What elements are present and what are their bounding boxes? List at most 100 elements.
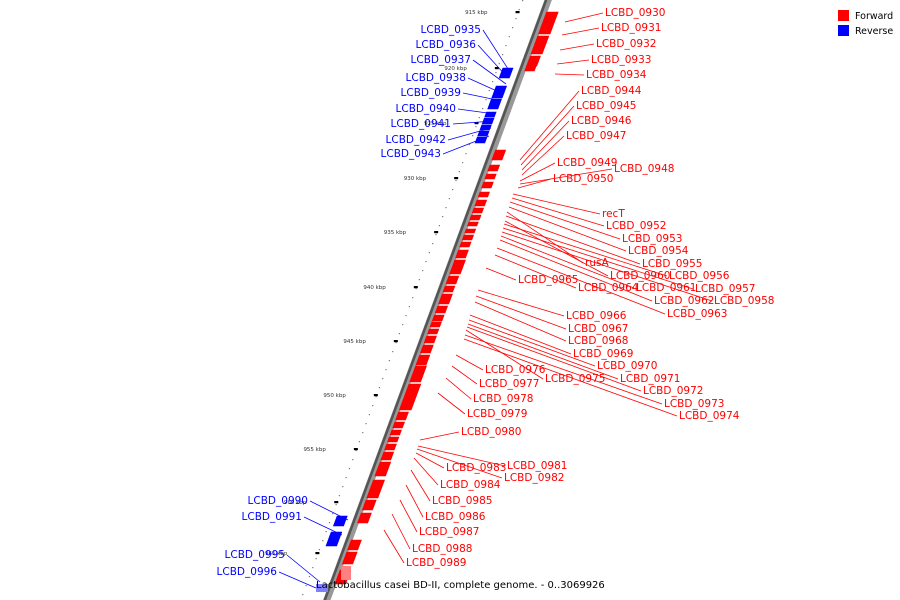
forward-gene-label[interactable]: LCBD_0968 xyxy=(568,335,628,347)
reverse-gene-label[interactable]: LCBD_0935 xyxy=(421,24,481,36)
forward-gene-label[interactable]: LCBD_0989 xyxy=(406,557,466,569)
forward-gene-label[interactable]: LCBD_0986 xyxy=(425,511,486,523)
forward-gene-label[interactable]: LCBD_0964 xyxy=(578,282,639,294)
forward-gene-label[interactable]: LCBD_0963 xyxy=(667,308,727,320)
scale-dot xyxy=(322,540,324,542)
forward-gene-label[interactable]: LCBD_0962 xyxy=(654,295,714,307)
forward-gene-label[interactable]: LCBD_0965 xyxy=(518,274,578,286)
forward-gene-label[interactable]: LCBD_0979 xyxy=(467,408,527,420)
forward-gene-arrow xyxy=(409,365,427,383)
forward-gene-label[interactable]: LCBD_0949 xyxy=(557,157,617,169)
legend-swatch-forward xyxy=(838,10,849,21)
scale-dot xyxy=(302,594,304,596)
forward-gene-label[interactable]: LCBD_0953 xyxy=(622,233,682,245)
forward-gene-label[interactable]: LCBD_0952 xyxy=(606,220,666,232)
forward-gene-arrow xyxy=(423,335,437,344)
scale-tick-label: 915 kbp xyxy=(465,10,488,16)
forward-gene-label[interactable]: LCBD_0982 xyxy=(504,472,564,484)
scale-dot xyxy=(362,432,364,434)
forward-gene-label[interactable]: LCBD_0945 xyxy=(576,100,636,112)
forward-gene-label[interactable]: LCBD_0971 xyxy=(620,373,680,385)
forward-gene-label[interactable]: LCBD_0934 xyxy=(586,69,647,81)
reverse-gene-leader-line xyxy=(482,29,511,73)
scale-dot xyxy=(412,297,414,299)
forward-gene-label[interactable]: LCBD_0973 xyxy=(664,398,724,410)
forward-gene-label[interactable]: LCBD_0985 xyxy=(432,495,492,507)
forward-gene-label[interactable]: LCBD_0931 xyxy=(601,22,661,34)
reverse-gene-label[interactable]: LCBD_0942 xyxy=(386,134,446,146)
forward-gene-label[interactable]: LCBD_0974 xyxy=(679,410,740,422)
forward-gene-label[interactable]: LCBD_0955 xyxy=(642,258,702,270)
reverse-gene-label[interactable]: LCBD_0939 xyxy=(401,87,461,99)
forward-gene-leader-line xyxy=(499,239,653,302)
reverse-gene-label[interactable]: LCBD_0996 xyxy=(217,566,278,578)
reverse-gene-label[interactable]: LCBD_0940 xyxy=(396,103,456,115)
reverse-gene-label[interactable]: LCBD_0991 xyxy=(242,511,302,523)
forward-gene-label[interactable]: LCBD_0980 xyxy=(461,426,521,438)
reverse-gene-leader-line xyxy=(467,77,500,93)
forward-gene-label[interactable]: LCBD_0947 xyxy=(566,130,626,142)
reverse-gene-label[interactable]: LCBD_0936 xyxy=(416,39,477,51)
forward-gene-label[interactable]: LCBD_0981 xyxy=(507,460,567,472)
forward-gene-label[interactable]: LCBD_0956 xyxy=(669,270,730,282)
reverse-gene-label[interactable]: LCBD_0941 xyxy=(391,118,451,130)
scale-dot xyxy=(395,342,397,344)
forward-gene-label[interactable]: LCBD_0957 xyxy=(695,283,755,295)
reverse-gene-leader-line xyxy=(278,571,317,589)
forward-gene-label[interactable]: LCBD_0975 xyxy=(545,373,605,385)
forward-gene-label[interactable]: recT xyxy=(602,208,625,220)
forward-gene-label[interactable]: rusA xyxy=(585,257,609,269)
scale-dot xyxy=(422,270,424,272)
scale-dot xyxy=(345,477,347,479)
reverse-gene-label[interactable]: LCBD_0937 xyxy=(411,54,471,66)
forward-gene-label[interactable]: LCBD_0946 xyxy=(571,115,632,127)
forward-gene-leader-line xyxy=(415,452,445,469)
forward-gene-label[interactable]: LCBD_0960 xyxy=(610,270,670,282)
forward-gene-label[interactable]: LCBD_0932 xyxy=(596,38,656,50)
scale-tick xyxy=(494,67,499,70)
forward-gene-label[interactable]: LCBD_0988 xyxy=(412,543,472,555)
forward-gene-label[interactable]: LCBD_0961 xyxy=(636,282,696,294)
reverse-gene-leader-line xyxy=(477,44,509,79)
forward-gene-label[interactable]: LCBD_0972 xyxy=(643,385,703,397)
scale-dot xyxy=(338,495,341,497)
forward-gene-label[interactable]: LCBD_0970 xyxy=(597,360,657,372)
forward-gene-label[interactable]: LCBD_0967 xyxy=(568,323,628,335)
forward-gene-label[interactable]: LCBD_0958 xyxy=(714,295,774,307)
reverse-gene-label[interactable]: LCBD_0938 xyxy=(406,72,466,84)
reverse-gene-label[interactable]: LCBD_0990 xyxy=(248,495,308,507)
forward-gene-label[interactable]: LCBD_0966 xyxy=(566,310,627,322)
forward-gene-label[interactable]: LCBD_0930 xyxy=(605,7,665,19)
forward-gene-label[interactable]: LCBD_0987 xyxy=(419,526,479,538)
forward-gene-label[interactable]: LCBD_0954 xyxy=(628,245,689,257)
forward-gene-arrow xyxy=(387,436,400,443)
scale-dot xyxy=(438,225,440,227)
forward-gene-leader-line xyxy=(383,529,405,564)
scale-dot xyxy=(348,468,351,470)
forward-gene-label[interactable]: LCBD_0944 xyxy=(581,85,642,97)
scale-dot xyxy=(355,450,357,452)
forward-gene-arrow xyxy=(474,199,488,207)
forward-gene-label[interactable]: LCBD_0950 xyxy=(553,173,613,185)
reverse-gene-label[interactable]: LCBD_0995 xyxy=(225,549,285,561)
forward-gene-label[interactable]: LCBD_0933 xyxy=(591,54,651,66)
forward-gene-leader-line xyxy=(416,448,503,479)
scale-dot xyxy=(518,9,520,11)
scale-dot xyxy=(405,315,407,317)
scale-dot xyxy=(375,396,377,398)
scale-dot xyxy=(308,576,311,578)
forward-gene-arrow xyxy=(374,461,392,477)
reverse-gene-label[interactable]: LCBD_0943 xyxy=(381,148,441,160)
forward-gene-label[interactable]: LCBD_0969 xyxy=(573,348,633,360)
forward-gene-arrow xyxy=(431,314,445,322)
forward-gene-leader-line xyxy=(521,135,565,176)
forward-gene-label[interactable]: LCBD_0976 xyxy=(485,364,546,376)
forward-gene-label[interactable]: LCBD_0948 xyxy=(614,163,674,175)
forward-gene-label[interactable]: LCBD_0978 xyxy=(473,393,533,405)
reverse-gene-arrow xyxy=(325,531,343,547)
reverse-gene-arrow xyxy=(332,515,348,527)
forward-gene-label[interactable]: LCBD_0984 xyxy=(440,479,501,491)
scale-dot xyxy=(312,567,314,569)
forward-gene-label[interactable]: LCBD_0983 xyxy=(446,462,506,474)
forward-gene-label[interactable]: LCBD_0977 xyxy=(479,378,539,390)
